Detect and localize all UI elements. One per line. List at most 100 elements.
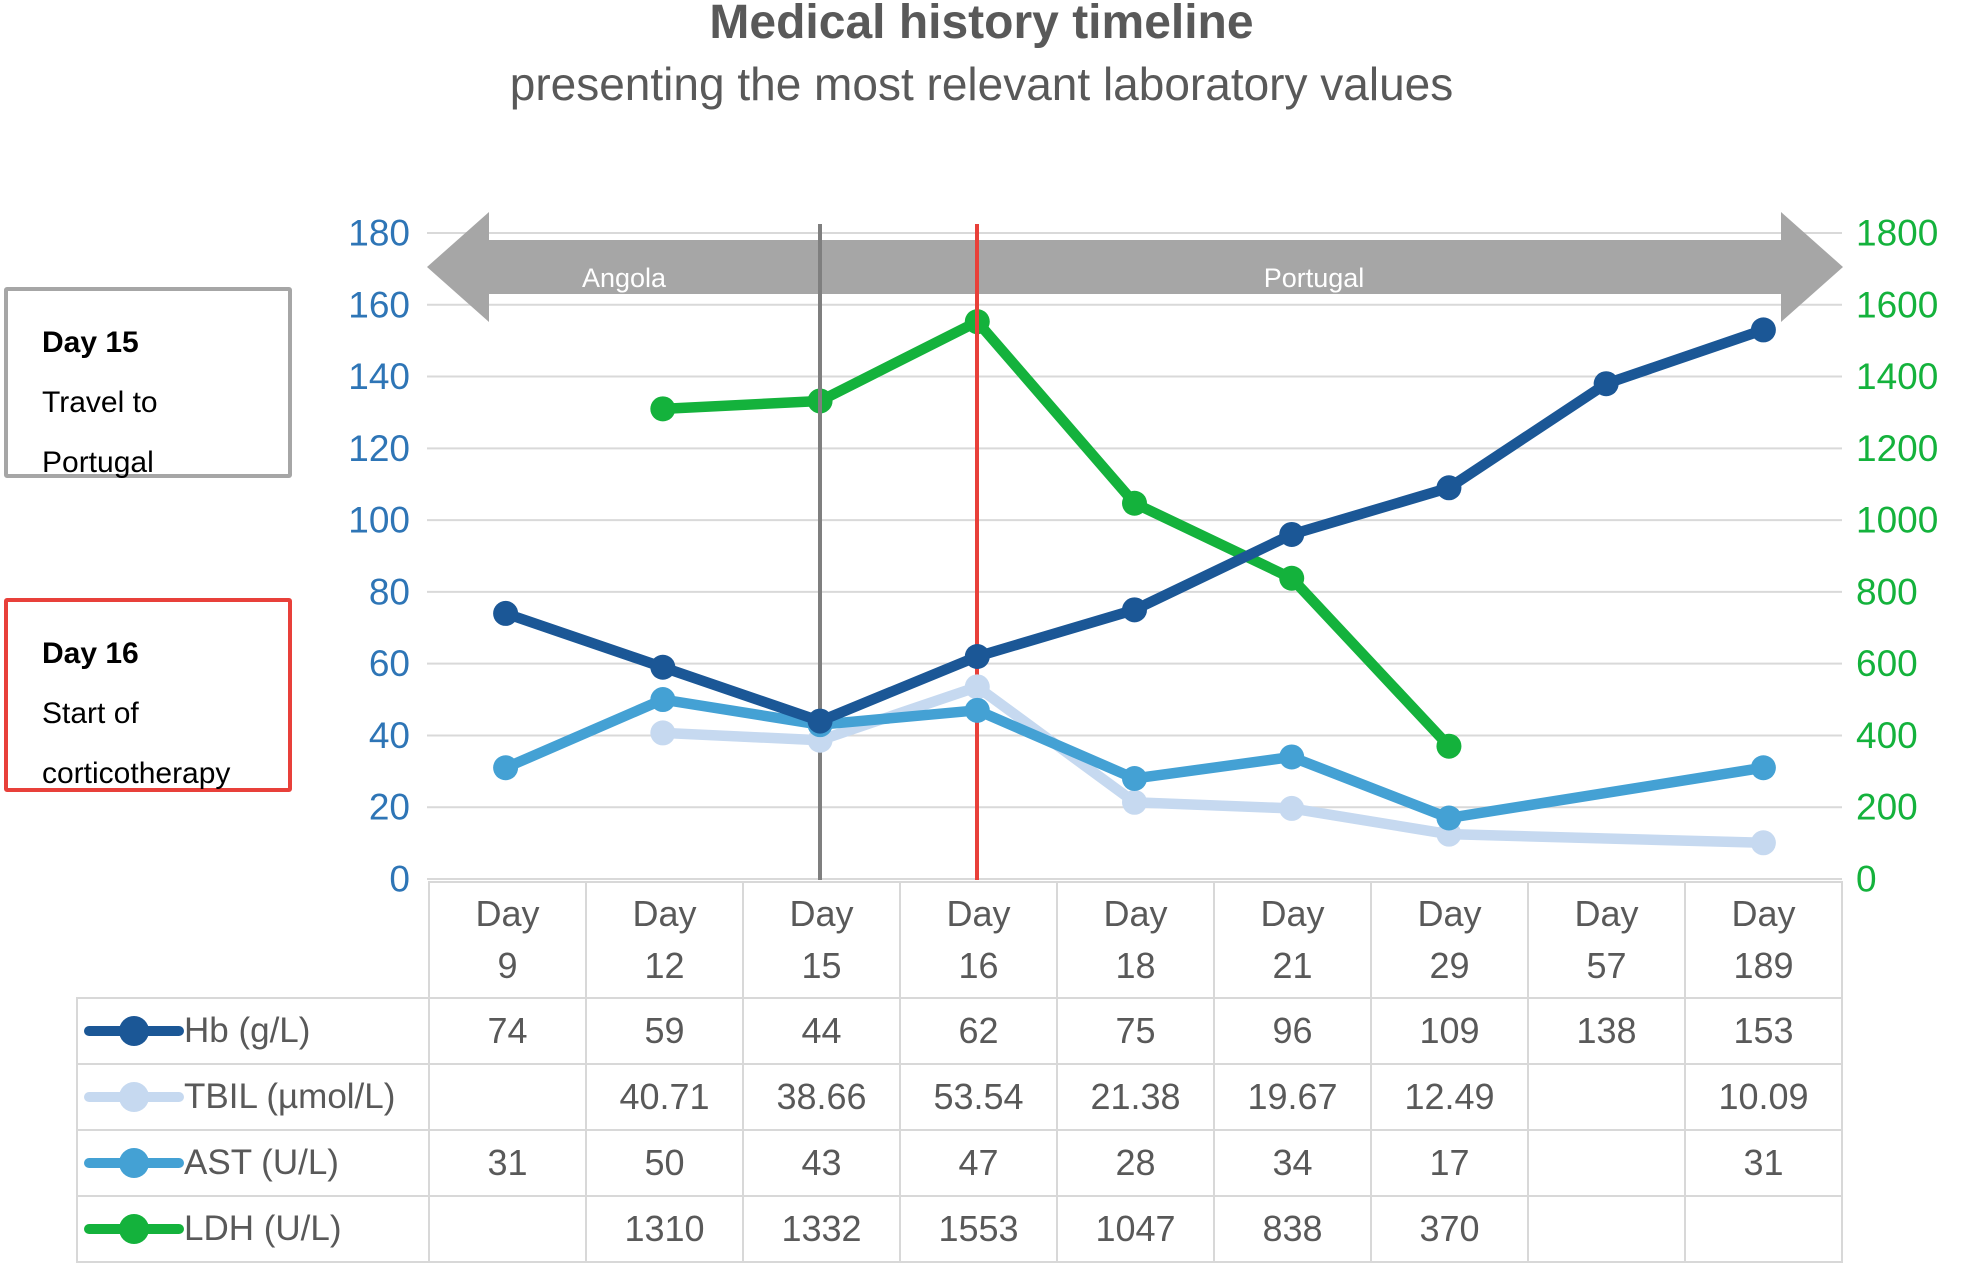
left-axis-tick-label: 120 <box>348 428 410 469</box>
table-cell-tbil-day-29: 12.49 <box>1370 1063 1529 1131</box>
table-cell-ldh-day-18: 1047 <box>1056 1195 1215 1263</box>
table-header-day-189: Day 189 <box>1684 881 1843 999</box>
row-label-wrap: LDH (U/L) <box>78 1206 428 1252</box>
table-cell-hb-day-21: 96 <box>1213 997 1372 1065</box>
data-point-tbil <box>650 720 676 746</box>
row-label-wrap: AST (U/L) <box>78 1140 428 1186</box>
series-line-hb <box>500 324 1769 727</box>
annotation-day15-line1: Travel to <box>42 386 158 419</box>
table-cell-tbil-day-57 <box>1527 1063 1686 1131</box>
table-cell-ldh-day-57 <box>1527 1195 1686 1263</box>
left-axis-labels: 0 20 40 60 80 100 120 140 160 180 <box>348 213 410 900</box>
table-cell-tbil-day-15: 38.66 <box>742 1063 901 1131</box>
row-label-ast: AST (U/L) <box>76 1129 430 1197</box>
table-cell-hb-day-189: 153 <box>1684 997 1843 1065</box>
data-point-hb <box>1436 475 1462 501</box>
table-cell-ast-day-57 <box>1527 1129 1686 1197</box>
series-line-ast <box>500 694 1769 824</box>
annotation-day15-box: Day 15 Travel to Portugal <box>4 287 292 479</box>
legend-marker-ast <box>84 1140 184 1186</box>
table-cell-tbil-day-21: 19.67 <box>1213 1063 1372 1131</box>
day-header-number: 12 <box>644 945 685 986</box>
right-axis-labels: 0 200 400 600 800 1000 1200 1400 1600 1800 <box>1856 213 1938 900</box>
data-point-tbil <box>1750 830 1776 856</box>
data-point-hb <box>1279 521 1305 547</box>
annotation-day16-box: Day 16 Start of corticotherapy <box>4 598 292 792</box>
table-row-hb: Hb (g/L) 74 59 44 62 75 96 109 138 153 <box>76 997 1843 1065</box>
data-point-ast <box>1436 805 1462 831</box>
table-header-day-29: Day 29 <box>1370 881 1529 999</box>
left-axis-tick-label: 160 <box>348 284 410 325</box>
data-point-hb <box>650 654 676 680</box>
table-cell-tbil-day-18: 21.38 <box>1056 1063 1215 1131</box>
data-point-tbil <box>964 674 990 700</box>
data-point-ast <box>493 755 519 781</box>
day-header-prefix: Day <box>632 893 697 934</box>
data-point-ldh <box>1122 490 1147 516</box>
day-header-prefix: Day <box>475 893 540 934</box>
day-header-prefix: Day <box>946 893 1011 934</box>
table-cell-ldh-day-189 <box>1684 1195 1843 1263</box>
day-header-prefix: Day <box>1417 893 1482 934</box>
legend-marker-tbil <box>84 1074 184 1120</box>
table-row-ast: AST (U/L) 31 50 43 47 28 34 17 31 <box>76 1129 1843 1197</box>
right-axis-tick-label: 1200 <box>1856 428 1938 469</box>
right-axis-tick-label: 200 <box>1856 787 1918 828</box>
annotation-day16-heading: Day 16 <box>42 637 139 670</box>
table-cell-tbil-day-9 <box>428 1063 587 1131</box>
left-axis-tick-label: 140 <box>348 356 410 397</box>
table-cell-ast-day-189: 31 <box>1684 1129 1843 1197</box>
row-label-tbil: TBIL (µmol/L) <box>76 1063 430 1131</box>
annotation-day15-heading: Day 15 <box>42 326 139 359</box>
chart-subtitle: presenting the most relevant laboratory … <box>509 58 1454 110</box>
day-header-number: 9 <box>497 945 518 986</box>
table-cell-ast-day-9: 31 <box>428 1129 587 1197</box>
day-header-prefix: Day <box>1731 893 1796 934</box>
table-cell-ldh-day-16: 1553 <box>899 1195 1058 1263</box>
right-axis-tick-label: 800 <box>1856 571 1918 612</box>
data-point-ldh <box>650 396 676 422</box>
left-axis-tick-label: 80 <box>369 571 410 612</box>
table-cell-hb-day-57: 138 <box>1527 997 1686 1065</box>
left-axis-tick-label: 100 <box>348 500 410 541</box>
right-axis-tick-label: 1400 <box>1856 356 1938 397</box>
data-point-hb <box>1750 317 1776 343</box>
table-cell-hb-day-18: 75 <box>1056 997 1215 1065</box>
data-point-hb <box>1122 597 1147 623</box>
day-header-prefix: Day <box>1260 893 1325 934</box>
table-cell-tbil-day-16: 53.54 <box>899 1063 1058 1131</box>
table-cell-tbil-day-189: 10.09 <box>1684 1063 1843 1131</box>
data-point-ast <box>964 697 990 723</box>
row-label-ldh: LDH (U/L) <box>76 1195 430 1263</box>
data-point-tbil <box>1279 795 1305 821</box>
left-axis-tick-label: 180 <box>348 213 410 254</box>
angola-region-label: Angola <box>582 263 667 293</box>
day-header-prefix: Day <box>1103 893 1168 934</box>
legend-marker-hb <box>84 1008 184 1054</box>
data-point-ldh <box>1436 733 1462 759</box>
right-axis-tick-label: 1000 <box>1856 500 1938 541</box>
portugal-region-label: Portugal <box>1264 263 1365 293</box>
series-name-label: LDH (U/L) <box>184 1209 342 1248</box>
series-name-label: AST (U/L) <box>184 1143 339 1182</box>
day-header-prefix: Day <box>789 893 854 934</box>
timeline-arrow <box>427 212 1843 322</box>
day-header-number: 15 <box>801 945 842 986</box>
right-axis-tick-label: 600 <box>1856 643 1918 684</box>
legend-dot <box>119 1082 149 1112</box>
table-cell-ldh-day-21: 838 <box>1213 1195 1372 1263</box>
annotation-day16-line2: corticotherapy <box>42 757 231 790</box>
annotation-day16-line1: Start of <box>42 697 139 730</box>
table-cell-hb-day-12: 59 <box>585 997 744 1065</box>
data-point-hb <box>493 600 519 626</box>
left-axis-tick-label: 20 <box>369 787 410 828</box>
day-header-number: 189 <box>1733 945 1794 986</box>
table-cell-ldh-day-15: 1332 <box>742 1195 901 1263</box>
table-header-day-9: Day 9 <box>428 881 587 999</box>
table-cell-tbil-day-12: 40.71 <box>585 1063 744 1131</box>
day-header-number: 29 <box>1429 945 1470 986</box>
right-axis-tick-label: 400 <box>1856 715 1918 756</box>
table-cell-hb-day-9: 74 <box>428 997 587 1065</box>
legend-marker-ldh <box>84 1206 184 1252</box>
